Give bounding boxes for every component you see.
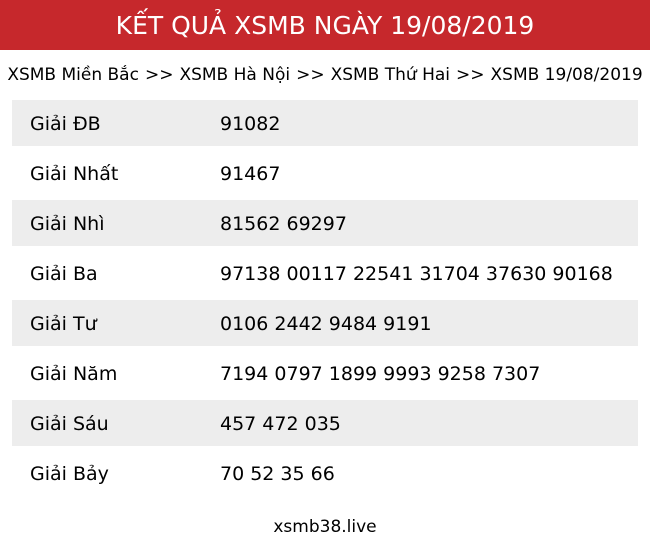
breadcrumb-separator: >> — [456, 64, 485, 85]
breadcrumb-item-mien-bac[interactable]: XSMB Miền Bắc — [7, 64, 139, 85]
prize-numbers: 457 472 035 — [220, 413, 341, 435]
breadcrumb-separator: >> — [296, 64, 325, 85]
page-title: KẾT QUẢ XSMB NGÀY 19/08/2019 — [115, 10, 535, 40]
breadcrumb-item-ha-noi[interactable]: XSMB Hà Nội — [179, 64, 291, 85]
table-row-giai-ba: Giải Ba 97138 00117 22541 31704 37630 90… — [12, 249, 638, 299]
prize-numbers: 81562 69297 — [220, 213, 347, 235]
prize-label: Giải Bảy — [30, 463, 109, 485]
breadcrumb: XSMB Miền Bắc >> XSMB Hà Nội >> XSMB Thứ… — [0, 50, 650, 99]
breadcrumb-item-thu-hai[interactable]: XSMB Thứ Hai — [330, 64, 451, 85]
table-row-giai-nhat: Giải Nhất 91467 — [12, 149, 638, 199]
prize-numbers: 70 52 35 66 — [220, 463, 335, 485]
page-footer: xsmb38.live — [0, 517, 650, 537]
prize-numbers: 91467 — [220, 163, 281, 185]
page-header: KẾT QUẢ XSMB NGÀY 19/08/2019 — [0, 0, 650, 50]
prize-label: Giải Nhất — [30, 163, 119, 185]
table-row-giai-nhi: Giải Nhì 81562 69297 — [12, 199, 638, 249]
prize-numbers: 91082 — [220, 113, 281, 135]
prize-numbers: 7194 0797 1899 9993 9258 7307 — [220, 363, 541, 385]
table-row-giai-nam: Giải Năm 7194 0797 1899 9993 9258 7307 — [12, 349, 638, 399]
results-table: Giải ĐB 91082 Giải Nhất 91467 Giải Nhì 8… — [12, 99, 638, 499]
prize-label: Giải ĐB — [30, 113, 101, 135]
prize-label: Giải Nhì — [30, 213, 105, 235]
prize-label: Giải Năm — [30, 363, 118, 385]
table-row-giai-bay: Giải Bảy 70 52 35 66 — [12, 449, 638, 499]
footer-site-name: xsmb38.live — [273, 517, 377, 537]
table-row-giai-sau: Giải Sáu 457 472 035 — [12, 399, 638, 449]
breadcrumb-item-date[interactable]: XSMB 19/08/2019 — [490, 64, 643, 85]
prize-numbers: 0106 2442 9484 9191 — [220, 313, 432, 335]
prize-label: Giải Ba — [30, 263, 98, 285]
prize-numbers: 97138 00117 22541 31704 37630 90168 — [220, 263, 613, 285]
prize-label: Giải Tư — [30, 313, 97, 335]
prize-label: Giải Sáu — [30, 413, 109, 435]
table-row-giai-tu: Giải Tư 0106 2442 9484 9191 — [12, 299, 638, 349]
table-row-giai-db: Giải ĐB 91082 — [12, 99, 638, 149]
breadcrumb-separator: >> — [144, 64, 174, 85]
